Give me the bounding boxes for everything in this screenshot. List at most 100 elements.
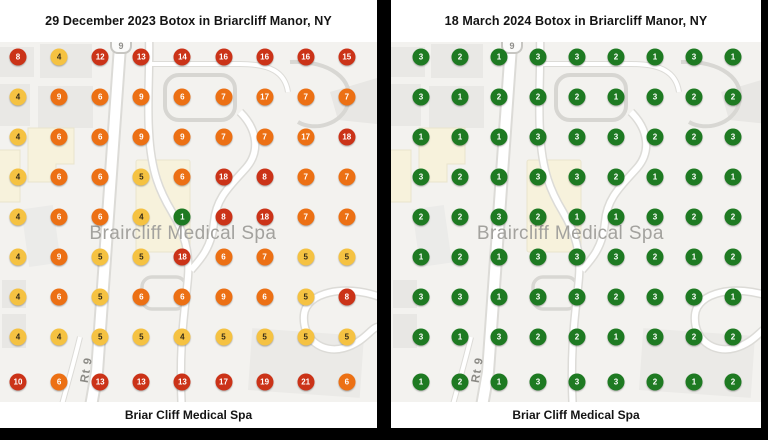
rank-pin: 3 [724, 128, 742, 146]
rank-pin: 9 [132, 128, 150, 146]
rank-pin: 7 [338, 168, 356, 186]
rank-pin: 17 [215, 373, 232, 391]
rank-pin: 6 [91, 88, 109, 106]
rank-pin: 5 [215, 328, 232, 346]
rank-pin: 5 [91, 328, 109, 346]
rank-pin: 2 [607, 168, 625, 186]
rank-pin: 7 [215, 88, 232, 106]
rank-pin: 7 [338, 208, 356, 226]
rank-pin: 4 [50, 48, 68, 66]
rank-pin: 1 [412, 373, 430, 391]
rank-pin: 3 [529, 248, 547, 266]
rank-pin: 2 [490, 88, 508, 106]
rank-pin: 14 [173, 48, 191, 66]
rank-pin: 16 [215, 48, 232, 66]
rank-pin: 3 [646, 328, 664, 346]
rank-pin: 6 [50, 288, 68, 306]
rank-grid: 8 4 12 13 14 16 16 16 15 4 9 6 9 6 7 17 7 7 4 6 6 9 9 7 7 17 18 4 6 6… [0, 42, 377, 402]
rank-pin: 3 [568, 168, 586, 186]
rank-pin: 3 [451, 288, 469, 306]
rank-pin: 7 [297, 208, 315, 226]
rank-pin: 2 [451, 48, 469, 66]
rank-pin: 4 [50, 328, 68, 346]
rank-pin: 3 [568, 373, 586, 391]
rank-pin: 2 [529, 88, 547, 106]
rank-pin: 7 [256, 128, 274, 146]
rank-pin: 3 [607, 373, 625, 391]
rank-pin: 18 [173, 248, 191, 266]
rank-pin: 4 [9, 248, 27, 266]
rank-pin: 6 [50, 168, 68, 186]
route-9-shield-icon: 9 [110, 42, 132, 54]
rank-pin: 2 [568, 328, 586, 346]
rank-pin: 6 [50, 128, 68, 146]
rank-pin: 2 [568, 88, 586, 106]
rank-pin: 1 [173, 208, 191, 226]
rank-pin: 2 [685, 128, 703, 146]
rank-pin: 3 [529, 48, 547, 66]
route-shield-number: 9 [509, 42, 515, 51]
rank-pin: 2 [724, 88, 742, 106]
rank-pin: 4 [9, 208, 27, 226]
rank-pin: 7 [297, 168, 315, 186]
rank-pin: 2 [451, 208, 469, 226]
rank-pin: 3 [685, 168, 703, 186]
rank-pin: 15 [338, 48, 356, 66]
rank-pin: 6 [338, 373, 356, 391]
rank-pin: 3 [646, 88, 664, 106]
rank-pin: 6 [173, 288, 191, 306]
rank-pin: 2 [685, 208, 703, 226]
rank-pin: 8 [256, 168, 274, 186]
rank-pin: 5 [338, 328, 356, 346]
rank-pin: 13 [132, 373, 150, 391]
rank-pin: 4 [173, 328, 191, 346]
panel-dec-2023: 29 December 2023 Botox in Briarcliff Man… [0, 0, 377, 428]
rank-pin: 1 [490, 48, 508, 66]
rank-pin: 8 [9, 48, 27, 66]
rank-pin: 6 [173, 88, 191, 106]
rank-pin: 5 [297, 288, 315, 306]
rank-pin: 1 [451, 328, 469, 346]
rank-pin: 7 [338, 88, 356, 106]
rank-pin: 6 [50, 373, 68, 391]
rank-pin: 5 [132, 328, 150, 346]
rank-pin: 1 [490, 288, 508, 306]
rank-pin: 3 [568, 248, 586, 266]
rank-pin: 1 [607, 328, 625, 346]
rank-pin: 4 [9, 88, 27, 106]
rank-pin: 3 [568, 48, 586, 66]
rank-pin: 3 [607, 128, 625, 146]
rank-pin: 3 [646, 288, 664, 306]
rank-pin: 3 [529, 288, 547, 306]
rank-pin: 21 [297, 373, 315, 391]
rank-pin: 9 [132, 88, 150, 106]
rank-pin: 3 [490, 328, 508, 346]
rank-pin: 3 [685, 48, 703, 66]
panel-mar-2024: 18 March 2024 Botox in Briarcliff Manor,… [391, 0, 761, 428]
rank-pin: 2 [646, 373, 664, 391]
rank-pin: 5 [256, 328, 274, 346]
rank-pin: 1 [451, 88, 469, 106]
rank-pin: 4 [9, 288, 27, 306]
rank-pin: 2 [451, 373, 469, 391]
rank-pin: 6 [173, 168, 191, 186]
rank-pin: 3 [568, 288, 586, 306]
rank-pin: 6 [256, 288, 274, 306]
rank-pin: 2 [646, 128, 664, 146]
rank-pin: 1 [724, 48, 742, 66]
rank-pin: 2 [724, 208, 742, 226]
rank-pin: 16 [256, 48, 274, 66]
rank-pin: 2 [529, 208, 547, 226]
rank-pin: 2 [412, 208, 430, 226]
rank-pin: 9 [173, 128, 191, 146]
rank-pin: 9 [215, 288, 232, 306]
rank-pin: 3 [529, 373, 547, 391]
rank-pin: 1 [412, 128, 430, 146]
rank-pin: 2 [607, 48, 625, 66]
rank-pin: 17 [297, 128, 315, 146]
rank-pin: 3 [412, 328, 430, 346]
rank-pin: 3 [529, 168, 547, 186]
rank-pin: 9 [50, 248, 68, 266]
rank-pin: 2 [724, 328, 742, 346]
